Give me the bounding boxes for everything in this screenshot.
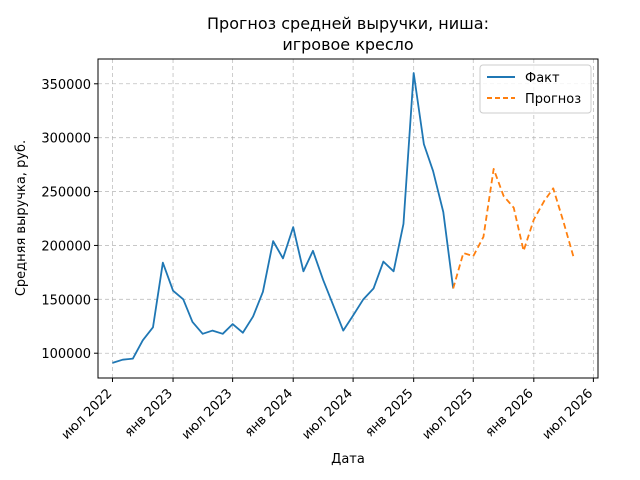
data-point-fact: [160, 260, 165, 265]
data-point-fact: [240, 330, 245, 335]
x-axis: июл 2022 янв 2023 июл 2023 янв 2024 июл 2024…: [59, 378, 596, 443]
x-tick-label: июл 2023: [179, 386, 236, 443]
data-point-fact: [371, 286, 376, 291]
data-point-fact: [181, 297, 186, 302]
x-tick-label: янв 2025: [363, 386, 417, 440]
data-point-fact: [140, 338, 145, 343]
data-point-fact: [401, 221, 406, 226]
data-point-fact: [210, 328, 215, 333]
data-point-forecast: [471, 254, 476, 259]
legend-label-fact: Факт: [525, 71, 560, 86]
data-point-fact: [130, 356, 135, 361]
legend-label-forecast: Прогноз: [525, 92, 581, 107]
data-point-fact: [321, 277, 326, 282]
y-tick-label: 250000: [41, 186, 91, 201]
y-axis-label: Средняя выручка, руб.: [14, 140, 29, 296]
x-tick-label: июл 2022: [59, 386, 116, 443]
data-point-fact: [301, 269, 306, 274]
data-point-fact: [351, 313, 356, 318]
data-point-forecast: [451, 286, 456, 291]
data-point-fact: [230, 322, 235, 327]
series-line-forecast: [452, 168, 575, 289]
data-point-forecast: [481, 234, 486, 239]
data-point-fact: [110, 360, 115, 365]
data-point-forecast: [571, 254, 576, 259]
x-tick-label: янв 2024: [242, 386, 296, 440]
y-tick-label: 300000: [41, 132, 91, 147]
y-tick-label: 350000: [41, 78, 91, 93]
y-tick-label: 100000: [41, 347, 91, 362]
plot-frame: [97, 58, 599, 379]
data-point-fact: [150, 325, 155, 330]
data-point-forecast: [521, 248, 526, 253]
data-point-fact: [361, 297, 366, 302]
data-point-fact: [251, 314, 256, 319]
data-point-forecast: [561, 219, 566, 224]
data-point-fact: [431, 169, 436, 174]
data-point-forecast: [551, 186, 556, 191]
chart-title-line-2: игровое кресло: [282, 35, 413, 54]
series-layer: [110, 71, 576, 365]
data-point-forecast: [511, 205, 516, 210]
data-point-forecast: [461, 250, 466, 255]
legend: Факт Прогноз: [479, 64, 592, 114]
data-point-fact: [190, 319, 195, 324]
x-axis-label: Дата: [331, 452, 365, 467]
x-tick-label: янв 2026: [483, 386, 537, 440]
y-tick-label: 150000: [41, 293, 91, 308]
data-point-fact: [260, 289, 265, 294]
data-point-fact: [271, 239, 276, 244]
data-point-fact: [421, 142, 426, 147]
data-point-fact: [220, 331, 225, 336]
chart-title-line-1: Прогноз средней выручки, ниша:: [207, 14, 489, 33]
series-line-fact: [112, 72, 455, 364]
x-tick-label: июл 2024: [299, 386, 356, 443]
data-point-fact: [381, 259, 386, 264]
data-point-fact: [331, 302, 336, 307]
data-point-forecast: [531, 217, 536, 222]
data-point-forecast: [542, 199, 547, 204]
data-point-fact: [171, 288, 176, 293]
data-point-fact: [391, 269, 396, 274]
x-tick-label: янв 2023: [122, 386, 176, 440]
x-tick-label: июл 2025: [420, 386, 477, 443]
data-point-fact: [280, 256, 285, 261]
data-point-forecast: [491, 166, 496, 171]
data-point-fact: [200, 331, 205, 336]
data-point-fact: [341, 328, 346, 333]
data-point-fact: [441, 210, 446, 215]
data-point-fact: [291, 225, 296, 230]
data-point-fact: [120, 357, 125, 362]
data-point-fact: [310, 248, 315, 253]
y-axis: 100000 150000 200000 250000 300000 350000: [41, 78, 98, 362]
data-point-forecast: [501, 193, 506, 198]
data-point-fact: [411, 71, 416, 76]
x-tick-label: июл 2026: [540, 386, 597, 443]
y-tick-label: 200000: [41, 239, 91, 254]
